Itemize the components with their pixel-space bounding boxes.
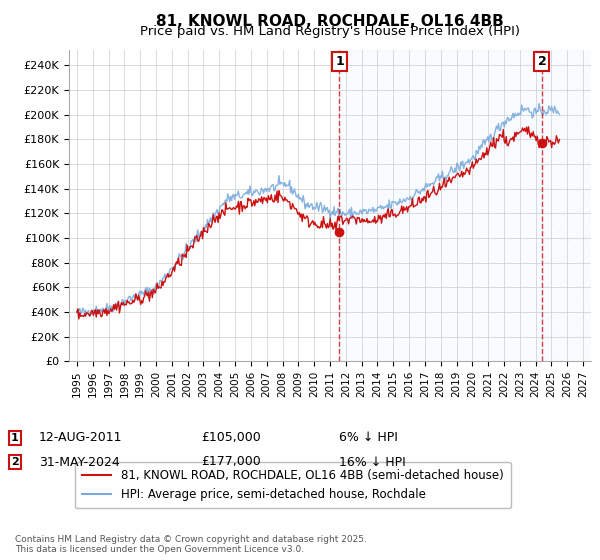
Text: 81, KNOWL ROAD, ROCHDALE, OL16 4BB: 81, KNOWL ROAD, ROCHDALE, OL16 4BB — [156, 14, 504, 29]
Text: 2: 2 — [11, 457, 19, 467]
Bar — [340, 50, 542, 361]
Text: 31-MAY-2024: 31-MAY-2024 — [39, 455, 120, 469]
Text: 1: 1 — [335, 55, 344, 68]
Text: 2: 2 — [538, 55, 547, 68]
Legend: 81, KNOWL ROAD, ROCHDALE, OL16 4BB (semi-detached house), HPI: Average price, se: 81, KNOWL ROAD, ROCHDALE, OL16 4BB (semi… — [75, 462, 511, 508]
Text: 12-AUG-2011: 12-AUG-2011 — [39, 431, 122, 445]
Text: Price paid vs. HM Land Registry's House Price Index (HPI): Price paid vs. HM Land Registry's House … — [140, 25, 520, 38]
Bar — [542, 50, 591, 361]
Text: £105,000: £105,000 — [201, 431, 261, 445]
Text: 6% ↓ HPI: 6% ↓ HPI — [339, 431, 398, 445]
Text: 16% ↓ HPI: 16% ↓ HPI — [339, 455, 406, 469]
Text: £177,000: £177,000 — [201, 455, 261, 469]
Text: 1: 1 — [11, 433, 19, 443]
Text: Contains HM Land Registry data © Crown copyright and database right 2025.
This d: Contains HM Land Registry data © Crown c… — [15, 535, 367, 554]
